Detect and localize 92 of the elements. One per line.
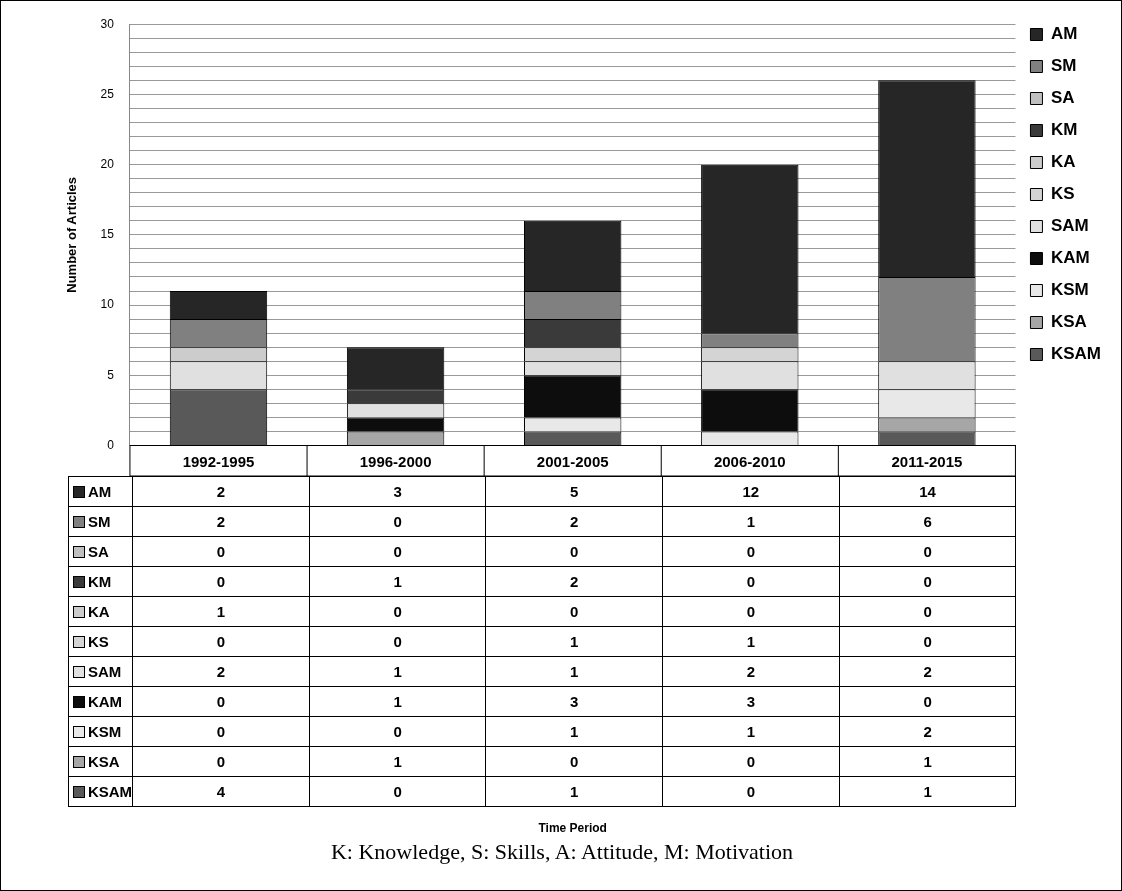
data-label: 0 [309,536,486,567]
data-label: 4 [132,776,310,807]
data-label: 0 [839,536,1016,567]
text: KAM [87,693,123,710]
data-label: 1 [309,566,486,597]
data-label: 0 [309,626,486,657]
text: KA [1050,152,1076,172]
data-label: 0 [839,686,1016,717]
data-label: 0 [309,716,486,747]
legend-label: AM [1050,24,1078,44]
text: SA [87,543,109,560]
legend-label: KM [68,566,133,597]
data-label: 1 [662,716,840,747]
y-tick-label: 0 [107,437,115,452]
y-tick-label: 25 [100,86,115,101]
y-tick-label: 5 [107,367,115,382]
data-label: 0 [309,596,486,627]
y-axis-title: Number of Articles [64,176,80,293]
legend-label: SA [1050,88,1075,108]
data-label: 3 [662,686,840,717]
legend-label: SM [68,506,133,537]
data-label: 0 [132,566,310,597]
data-label: 2 [485,566,663,597]
text: Time Period [537,820,608,835]
legend-label: SAM [1050,216,1089,236]
text: KS [87,633,109,650]
data-label: 0 [485,596,663,627]
data-label: 0 [309,506,486,537]
x-tick-label: 2001-2005 [536,452,609,470]
text: AM [87,483,112,500]
data-label: 3 [485,686,663,717]
data-label: 1 [485,656,663,687]
y-tick-label: 30 [100,16,115,31]
legend-label: KA [68,596,133,627]
legend-label: KSM [1050,280,1089,300]
data-label: 2 [839,656,1016,687]
data-label: 0 [662,536,840,567]
data-label: 3 [309,476,486,507]
text: K: Knowledge, S: Skills, A: Attitude, M: Motivation [330,839,794,865]
data-label: 1 [132,596,310,627]
data-label: 0 [132,716,310,747]
text: KSAM [87,783,133,800]
data-label: 1 [839,776,1016,807]
data-label: 0 [485,746,663,777]
data-label: 12 [662,476,840,507]
y-tick-label: 10 [100,297,115,312]
data-label: 1 [839,746,1016,777]
y-tick-label: 15 [100,227,115,242]
data-label: 0 [132,746,310,777]
x-tick-label: 2006-2010 [713,452,786,470]
y-tick-label: 20 [100,156,115,171]
data-label: 1 [309,656,486,687]
data-label: 14 [839,476,1016,507]
data-label: 0 [839,566,1016,597]
data-label: 0 [662,566,840,597]
x-tick-label: 2011-2015 [891,452,963,470]
data-label: 0 [132,626,310,657]
legend-label: KAM [1050,248,1090,268]
data-label: 1 [662,506,840,537]
data-label: 2 [132,506,310,537]
data-label: 6 [839,506,1016,537]
data-label: 1 [485,776,663,807]
text: SM [1050,56,1077,76]
data-label: 0 [132,686,310,717]
text: KM [1050,120,1078,140]
text: KSA [87,753,120,770]
data-label: 5 [485,476,663,507]
x-tick-label: 1992-1995 [182,452,255,470]
data-label: 2 [485,506,663,537]
x-tick-label: 1996-2000 [359,452,432,470]
data-label: 0 [662,746,840,777]
data-label: 0 [662,776,840,807]
text: KSM [87,723,122,740]
data-label: 0 [309,776,486,807]
text: SAM [87,663,122,680]
legend-label: KSAM [1050,344,1102,364]
data-label: 1 [485,716,663,747]
legend-label: KS [1050,184,1075,204]
data-label: 2 [662,656,840,687]
data-label: 2 [132,476,310,507]
data-label: 0 [839,596,1016,627]
legend-label: KSA [1050,312,1087,332]
data-label: 2 [839,716,1016,747]
data-label: 0 [662,596,840,627]
data-label: 0 [132,536,310,567]
data-label: 1 [309,746,486,777]
data-label: 2 [132,656,310,687]
data-label: 1 [485,626,663,657]
data-label: 0 [485,536,663,567]
data-label: 0 [839,626,1016,657]
data-label: 1 [662,626,840,657]
data-label: 1 [309,686,486,717]
